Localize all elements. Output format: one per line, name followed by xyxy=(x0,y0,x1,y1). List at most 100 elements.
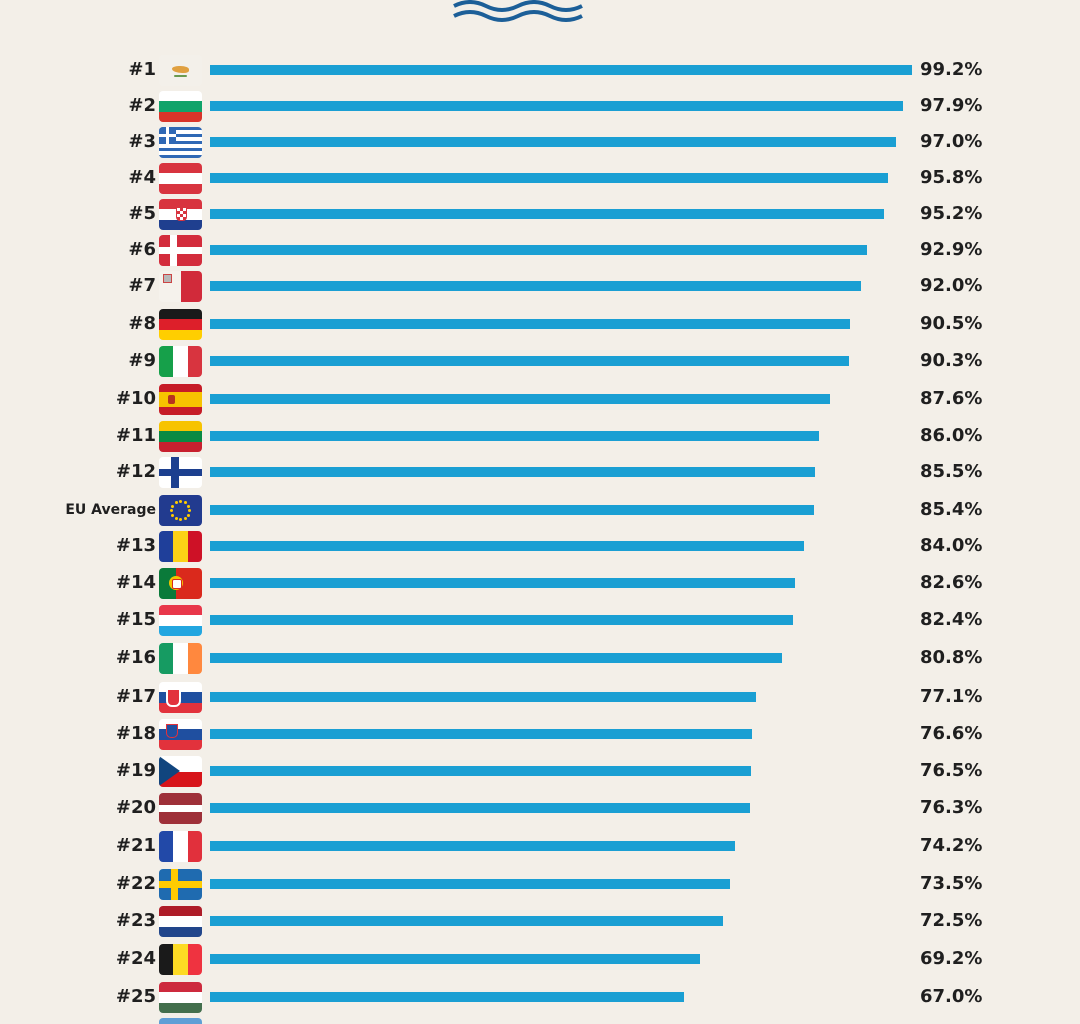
rank-label: #2 xyxy=(128,95,156,116)
bar xyxy=(210,431,819,441)
value-label: 67.0% xyxy=(920,986,983,1007)
bar xyxy=(210,319,851,329)
value-label: 90.5% xyxy=(920,313,983,334)
rank-label: #20 xyxy=(115,797,156,818)
bar xyxy=(210,65,912,75)
bar xyxy=(210,137,897,147)
sweden-flag-icon xyxy=(159,869,202,900)
value-label: 76.6% xyxy=(920,723,983,744)
bar xyxy=(210,356,850,366)
rank-label: #1 xyxy=(128,59,156,80)
value-label: 82.6% xyxy=(920,572,983,593)
rank-label: #25 xyxy=(115,986,156,1007)
bar xyxy=(210,467,816,477)
value-label: 90.3% xyxy=(920,350,983,371)
finland-flag-icon xyxy=(159,457,202,488)
value-label: 82.4% xyxy=(920,609,983,630)
bar xyxy=(210,281,862,291)
rank-label: #19 xyxy=(115,760,156,781)
bar xyxy=(210,916,724,926)
value-label: 87.6% xyxy=(920,388,983,409)
value-label: 92.9% xyxy=(920,239,983,260)
flag-partial-next-row xyxy=(159,1018,202,1024)
rank-label: #11 xyxy=(115,425,156,446)
value-label: 97.9% xyxy=(920,95,983,116)
bar xyxy=(210,766,752,776)
value-label: 86.0% xyxy=(920,425,983,446)
hungary-flag-icon xyxy=(159,982,202,1013)
value-label: 85.4% xyxy=(920,499,983,520)
rank-label: #7 xyxy=(128,275,156,296)
spain-flag-icon xyxy=(159,384,202,415)
bar xyxy=(210,101,903,111)
bar xyxy=(210,209,884,219)
germany-flag-icon xyxy=(159,309,202,340)
bar xyxy=(210,541,805,551)
bar xyxy=(210,729,753,739)
czechia-flag-icon xyxy=(159,756,202,787)
rank-label: #24 xyxy=(115,948,156,969)
rank-label: EU Average xyxy=(65,502,156,518)
slovenia-flag-icon xyxy=(159,719,202,750)
greece-flag-icon xyxy=(159,127,202,158)
rank-label: #18 xyxy=(115,723,156,744)
value-label: 76.5% xyxy=(920,760,983,781)
bar xyxy=(210,505,815,515)
value-label: 72.5% xyxy=(920,910,983,931)
austria-flag-icon xyxy=(159,163,202,194)
rank-label: #14 xyxy=(115,572,156,593)
rank-label: #10 xyxy=(115,388,156,409)
eu-flag-icon xyxy=(159,495,202,526)
value-label: 99.2% xyxy=(920,59,983,80)
bar xyxy=(210,692,756,702)
bar xyxy=(210,173,888,183)
bar xyxy=(210,879,731,889)
rank-label: #3 xyxy=(128,131,156,152)
croatia-flag-icon xyxy=(159,199,202,230)
value-label: 97.0% xyxy=(920,131,983,152)
latvia-flag-icon xyxy=(159,793,202,824)
rank-label: #13 xyxy=(115,535,156,556)
rank-label: #22 xyxy=(115,873,156,894)
value-label: 74.2% xyxy=(920,835,983,856)
bar xyxy=(210,245,868,255)
rank-label: #16 xyxy=(115,647,156,668)
rank-label: #17 xyxy=(115,686,156,707)
value-label: 95.8% xyxy=(920,167,983,188)
value-label: 69.2% xyxy=(920,948,983,969)
value-label: 76.3% xyxy=(920,797,983,818)
france-flag-icon xyxy=(159,831,202,862)
bar xyxy=(210,653,782,663)
value-label: 85.5% xyxy=(920,461,983,482)
value-label: 84.0% xyxy=(920,535,983,556)
bar xyxy=(210,578,795,588)
value-label: 77.1% xyxy=(920,686,983,707)
rank-label: #8 xyxy=(128,313,156,334)
rank-label: #4 xyxy=(128,167,156,188)
luxembourg-flag-icon xyxy=(159,605,202,636)
waves-icon xyxy=(453,0,583,22)
denmark-flag-icon xyxy=(159,235,202,266)
romania-flag-icon xyxy=(159,531,202,562)
ireland-flag-icon xyxy=(159,643,202,674)
bar xyxy=(210,841,736,851)
value-label: 92.0% xyxy=(920,275,983,296)
rank-label: #21 xyxy=(115,835,156,856)
rank-label: #12 xyxy=(115,461,156,482)
bar xyxy=(210,615,794,625)
value-label: 73.5% xyxy=(920,873,983,894)
cyprus-flag-icon xyxy=(159,55,202,86)
value-label: 80.8% xyxy=(920,647,983,668)
belgium-flag-icon xyxy=(159,944,202,975)
rank-label: #6 xyxy=(128,239,156,260)
lithuania-flag-icon xyxy=(159,421,202,452)
bar xyxy=(210,954,700,964)
bar xyxy=(210,394,830,404)
slovakia-flag-icon xyxy=(159,682,202,713)
rank-label: #23 xyxy=(115,910,156,931)
rank-label: #15 xyxy=(115,609,156,630)
malta-flag-icon xyxy=(159,271,202,302)
value-label: 95.2% xyxy=(920,203,983,224)
portugal-flag-icon xyxy=(159,568,202,599)
italy-flag-icon xyxy=(159,346,202,377)
